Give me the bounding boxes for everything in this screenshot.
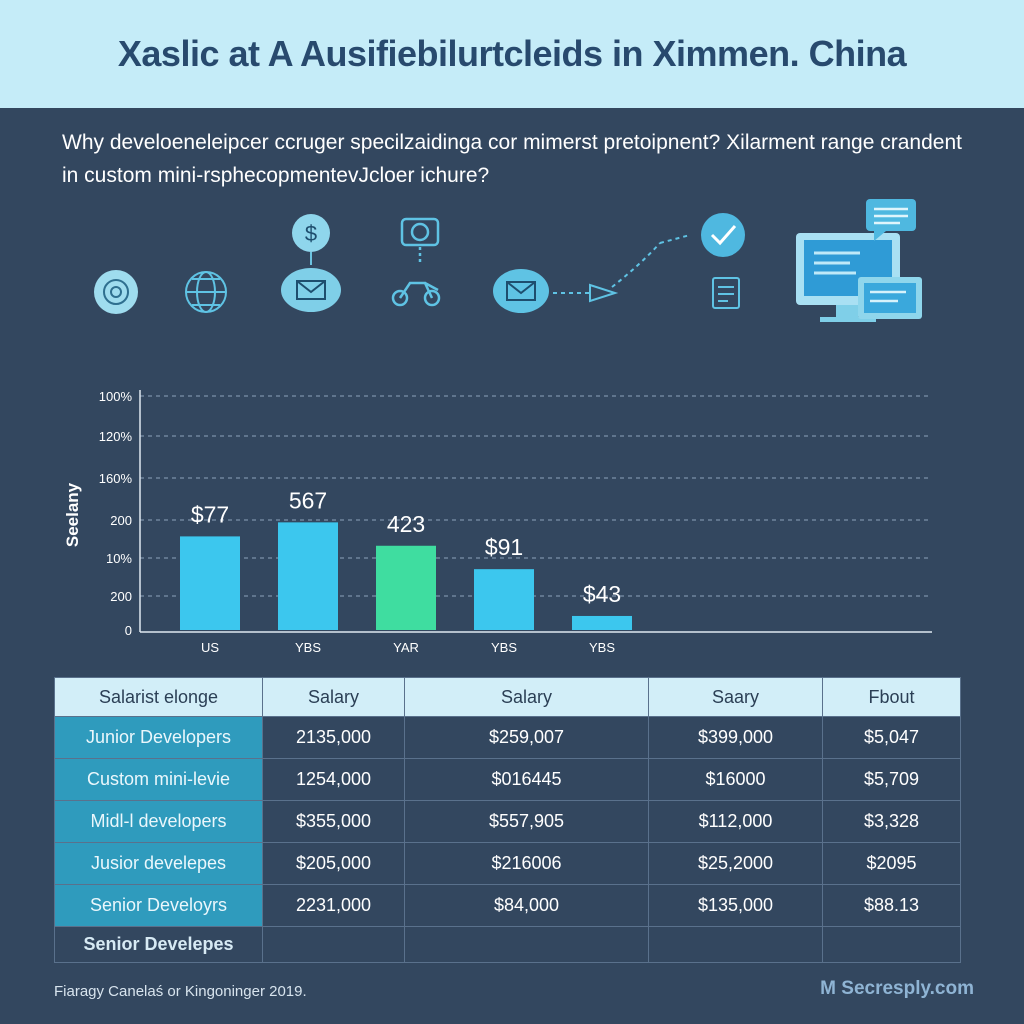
y-tick-label: 10% [106, 551, 132, 566]
target-icon [94, 270, 138, 314]
table-row: Senior Develepes [54, 926, 961, 963]
row-label: Senior Develepes [54, 926, 263, 963]
scooter-icon [391, 281, 441, 307]
data-label: $77 [191, 501, 229, 527]
table-cell: $355,000 [262, 800, 405, 843]
data-label: $43 [583, 581, 621, 607]
table-cell: 2231,000 [262, 884, 405, 927]
table-cell [262, 926, 405, 963]
envelope-icon [493, 269, 549, 313]
y-tick-label: 200 [110, 589, 132, 604]
x-tick-label: US [201, 640, 219, 655]
table-cell: $2095 [822, 842, 961, 885]
table-cell: $84,000 [404, 884, 649, 927]
table-cell [404, 926, 649, 963]
check-icon [701, 213, 745, 257]
y-tick-label: 100% [99, 389, 133, 404]
icon-strip: $ [0, 195, 1024, 335]
table-cell: $216006 [404, 842, 649, 885]
table-cell: $5,047 [822, 716, 961, 759]
table-cell: $259,007 [404, 716, 649, 759]
table-cell [822, 926, 961, 963]
dollar-icon: $ [292, 214, 330, 265]
data-label: 423 [387, 511, 425, 537]
data-label: 567 [289, 487, 327, 513]
bar [572, 615, 632, 630]
x-tick-label: YAR [393, 640, 419, 655]
row-label: Jusior develepes [54, 842, 263, 885]
table-row: Junior Developers 2135,000 $259,007 $399… [54, 716, 961, 759]
table-header: Saary [648, 677, 823, 717]
row-label: Senior Develoyrs [54, 884, 263, 927]
source-note: Fiaragy Canelaś or Kingoninger 2019. [54, 983, 307, 1000]
subtitle: Why develoeneleipcer ccruger specilzaidi… [62, 131, 962, 187]
svg-text:$: $ [305, 221, 317, 246]
table-cell: $016445 [404, 758, 649, 801]
page-title: Xaslic at A Ausifiebilurtcleids in Ximme… [117, 33, 907, 74]
table-header: Salarist elonge [54, 677, 263, 717]
y-axis-label: Seelany [63, 482, 82, 547]
x-tick-label: YBS [589, 640, 615, 655]
table-row: Custom mini-levie 1254,000 $016445 $1600… [54, 758, 961, 801]
y-tick-label: 120% [99, 429, 133, 444]
table-cell: $135,000 [648, 884, 823, 927]
arrow-icon [553, 234, 691, 303]
document-icon [712, 277, 740, 309]
table-row: Senior Develoyrs 2231,000 $84,000 $135,0… [54, 884, 961, 927]
title-banner: Xaslic at A Ausifiebilurtcleids in Ximme… [0, 0, 1024, 108]
computer-monitor-icon [796, 233, 922, 322]
table-header: Salary [404, 677, 649, 717]
envelope-icon [281, 268, 341, 312]
table-cell: 1254,000 [262, 758, 405, 801]
salary-table: Salarist elonge Salary Salary Saary Fbou… [54, 677, 961, 963]
brand-mark: M Secresply.com [820, 978, 974, 999]
table-header: Salary [262, 677, 405, 717]
camera-icon [400, 217, 440, 263]
table-row: Jusior develepes $205,000 $216006 $25,20… [54, 842, 961, 885]
chat-icon [866, 199, 916, 241]
bar [474, 569, 534, 630]
table-cell: $399,000 [648, 716, 823, 759]
globe-icon [185, 271, 227, 313]
table-cell: 2135,000 [262, 716, 405, 759]
data-label: $91 [485, 534, 523, 560]
table-cell: $16000 [648, 758, 823, 801]
table-cell: $5,709 [822, 758, 961, 801]
table-cell: $112,000 [648, 800, 823, 843]
row-label: Midl-l developers [54, 800, 263, 843]
table-cell: $557,905 [404, 800, 649, 843]
y-tick-label: 160% [99, 471, 133, 486]
table-header: Fbout [822, 677, 961, 717]
bar [376, 545, 436, 630]
x-tick-label: YBS [491, 640, 517, 655]
table-cell: $205,000 [262, 842, 405, 885]
table-cell: $25,2000 [648, 842, 823, 885]
table-row: Midl-l developers $355,000 $557,905 $112… [54, 800, 961, 843]
row-label: Custom mini-levie [54, 758, 263, 801]
bar [278, 522, 338, 630]
table-header-row: Salarist elonge Salary Salary Saary Fbou… [54, 677, 961, 717]
table-cell: $88.13 [822, 884, 961, 927]
table-cell: $3,328 [822, 800, 961, 843]
salary-bar-chart: 100% 120% 160% 200 10% 200 0 Seelany $77 US 567 YBS… [60, 380, 950, 670]
y-tick-label: 0 [125, 623, 132, 638]
y-tick-label: 200 [110, 513, 132, 528]
x-tick-label: YBS [295, 640, 321, 655]
bar [180, 536, 240, 630]
row-label: Junior Developers [54, 716, 263, 759]
table-cell [648, 926, 823, 963]
